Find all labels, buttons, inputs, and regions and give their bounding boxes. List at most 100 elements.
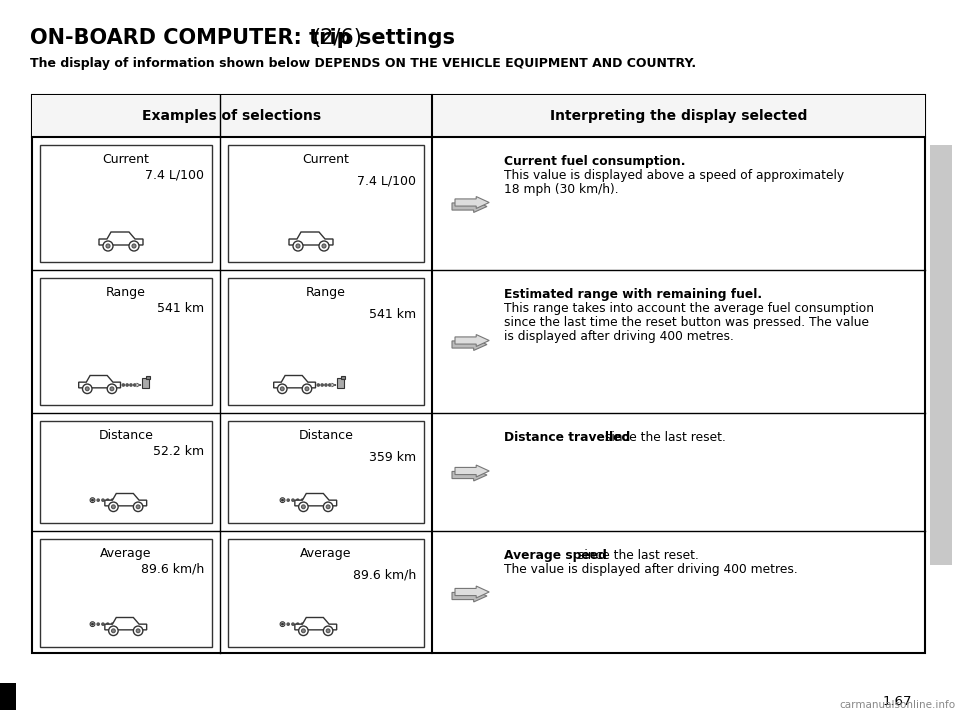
- Text: The value is displayed after driving 400 metres.: The value is displayed after driving 400…: [504, 563, 798, 576]
- Circle shape: [287, 623, 289, 626]
- Text: Range: Range: [106, 286, 146, 299]
- Circle shape: [97, 623, 99, 626]
- Circle shape: [85, 387, 89, 391]
- Text: 89.6 km/h: 89.6 km/h: [352, 569, 416, 582]
- Bar: [142, 378, 149, 388]
- Polygon shape: [105, 618, 147, 630]
- Bar: [40, 421, 212, 523]
- Bar: [32, 95, 925, 653]
- Text: This value is displayed above a speed of approximately: This value is displayed above a speed of…: [504, 169, 844, 182]
- Circle shape: [326, 629, 330, 633]
- Bar: [228, 539, 424, 647]
- Circle shape: [280, 387, 284, 391]
- Circle shape: [122, 384, 125, 386]
- Circle shape: [130, 384, 132, 386]
- Circle shape: [301, 499, 303, 501]
- Polygon shape: [455, 586, 490, 598]
- Circle shape: [287, 499, 289, 501]
- Circle shape: [111, 629, 115, 633]
- Circle shape: [299, 502, 308, 511]
- Polygon shape: [455, 465, 490, 477]
- Text: Range: Range: [306, 286, 346, 299]
- Circle shape: [132, 244, 136, 248]
- Circle shape: [301, 629, 305, 633]
- Circle shape: [108, 502, 118, 511]
- Bar: [337, 378, 344, 388]
- Text: 541 km: 541 km: [369, 308, 416, 321]
- Circle shape: [326, 505, 330, 508]
- Circle shape: [296, 244, 300, 248]
- Circle shape: [277, 384, 287, 393]
- Text: is displayed after driving 400 metres.: is displayed after driving 400 metres.: [504, 330, 733, 343]
- Text: since the last reset.: since the last reset.: [601, 431, 726, 444]
- Circle shape: [108, 626, 118, 635]
- Polygon shape: [452, 200, 487, 212]
- Polygon shape: [79, 376, 121, 388]
- Circle shape: [281, 623, 283, 625]
- Text: The display of information shown below DEPENDS ON THE VEHICLE EQUIPMENT AND COUN: The display of information shown below D…: [30, 57, 696, 70]
- Circle shape: [90, 622, 95, 626]
- Polygon shape: [99, 232, 143, 245]
- Circle shape: [133, 626, 143, 635]
- Text: Estimated range with remaining fuel.: Estimated range with remaining fuel.: [504, 288, 762, 301]
- Text: Distance travelled: Distance travelled: [504, 431, 631, 444]
- Text: Average speed: Average speed: [504, 549, 607, 562]
- Bar: [40, 145, 212, 262]
- Circle shape: [317, 384, 320, 386]
- Circle shape: [107, 623, 108, 626]
- Polygon shape: [105, 493, 147, 506]
- Circle shape: [111, 505, 115, 508]
- Text: Interpreting the display selected: Interpreting the display selected: [550, 109, 807, 123]
- Text: Examples of selections: Examples of selections: [142, 109, 322, 123]
- Circle shape: [305, 387, 309, 391]
- Circle shape: [319, 241, 329, 251]
- Text: Current fuel consumption.: Current fuel consumption.: [504, 155, 685, 168]
- Text: 1.67: 1.67: [882, 695, 912, 708]
- Circle shape: [321, 384, 324, 386]
- Bar: [930, 145, 952, 565]
- Circle shape: [107, 499, 108, 501]
- Circle shape: [136, 505, 140, 508]
- Circle shape: [97, 499, 99, 501]
- Bar: [146, 376, 150, 379]
- Circle shape: [102, 623, 104, 626]
- Circle shape: [301, 505, 305, 508]
- Circle shape: [293, 241, 303, 251]
- Circle shape: [133, 384, 136, 386]
- Text: 7.4 L/100: 7.4 L/100: [357, 175, 416, 188]
- Text: This range takes into account the average fuel consumption: This range takes into account the averag…: [504, 302, 874, 315]
- Polygon shape: [452, 590, 487, 602]
- Text: 52.2 km: 52.2 km: [153, 445, 204, 458]
- Circle shape: [92, 623, 93, 625]
- Circle shape: [111, 623, 113, 626]
- Circle shape: [90, 498, 95, 503]
- Bar: [40, 278, 212, 405]
- Text: Current: Current: [302, 153, 349, 166]
- Text: 541 km: 541 km: [156, 302, 204, 315]
- Polygon shape: [455, 334, 490, 346]
- Text: ON-BOARD COMPUTER: trip settings: ON-BOARD COMPUTER: trip settings: [30, 28, 463, 48]
- Text: Average: Average: [100, 547, 152, 560]
- Text: 89.6 km/h: 89.6 km/h: [141, 563, 204, 576]
- Circle shape: [106, 244, 110, 248]
- Text: Current: Current: [103, 153, 150, 166]
- Bar: [228, 421, 424, 523]
- Circle shape: [324, 384, 327, 386]
- Circle shape: [302, 384, 312, 393]
- Text: (2/6): (2/6): [312, 28, 362, 48]
- Bar: [40, 539, 212, 647]
- Circle shape: [280, 622, 285, 626]
- Circle shape: [108, 384, 117, 393]
- Circle shape: [110, 387, 114, 391]
- Bar: [341, 376, 345, 379]
- Circle shape: [322, 244, 326, 248]
- Circle shape: [292, 623, 294, 626]
- Bar: [32, 95, 925, 137]
- Circle shape: [280, 498, 285, 503]
- Circle shape: [292, 499, 294, 501]
- Circle shape: [126, 384, 129, 386]
- Circle shape: [102, 499, 104, 501]
- Circle shape: [129, 241, 139, 251]
- Circle shape: [83, 384, 92, 393]
- Bar: [228, 278, 424, 405]
